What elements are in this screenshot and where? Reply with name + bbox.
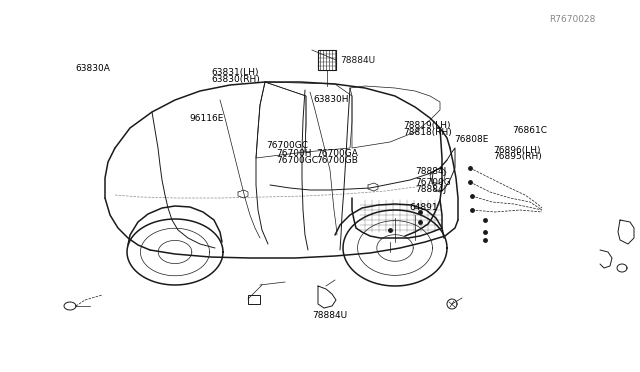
- Text: 76700G: 76700G: [415, 178, 451, 187]
- Text: 63830A: 63830A: [76, 64, 110, 73]
- Bar: [318, 50, 336, 70]
- Text: 63830(RH): 63830(RH): [211, 76, 260, 84]
- Text: 96116E: 96116E: [189, 114, 224, 123]
- Text: 76700GB: 76700GB: [316, 156, 358, 165]
- Text: 64891: 64891: [410, 203, 438, 212]
- Text: 78884U: 78884U: [312, 311, 348, 320]
- Text: 76700GC: 76700GC: [266, 141, 308, 150]
- Text: 78884U: 78884U: [340, 55, 375, 64]
- Text: 76861C: 76861C: [512, 126, 547, 135]
- Text: 78884J: 78884J: [415, 167, 446, 176]
- Text: 76700GC: 76700GC: [276, 156, 319, 165]
- Text: 78818(RH): 78818(RH): [403, 128, 452, 137]
- Text: 76895(RH): 76895(RH): [493, 153, 541, 161]
- Text: 78884J: 78884J: [415, 185, 446, 194]
- Text: 78819(LH): 78819(LH): [403, 121, 451, 130]
- Text: 76700H: 76700H: [276, 149, 312, 158]
- Bar: [248, 295, 260, 304]
- Text: 76808E: 76808E: [454, 135, 489, 144]
- Text: 76700GA: 76700GA: [316, 149, 358, 158]
- Text: 63830H: 63830H: [314, 95, 349, 104]
- Text: 63831(LH): 63831(LH): [211, 68, 259, 77]
- Text: 76896(LH): 76896(LH): [493, 146, 540, 155]
- Text: R7670028: R7670028: [549, 15, 595, 24]
